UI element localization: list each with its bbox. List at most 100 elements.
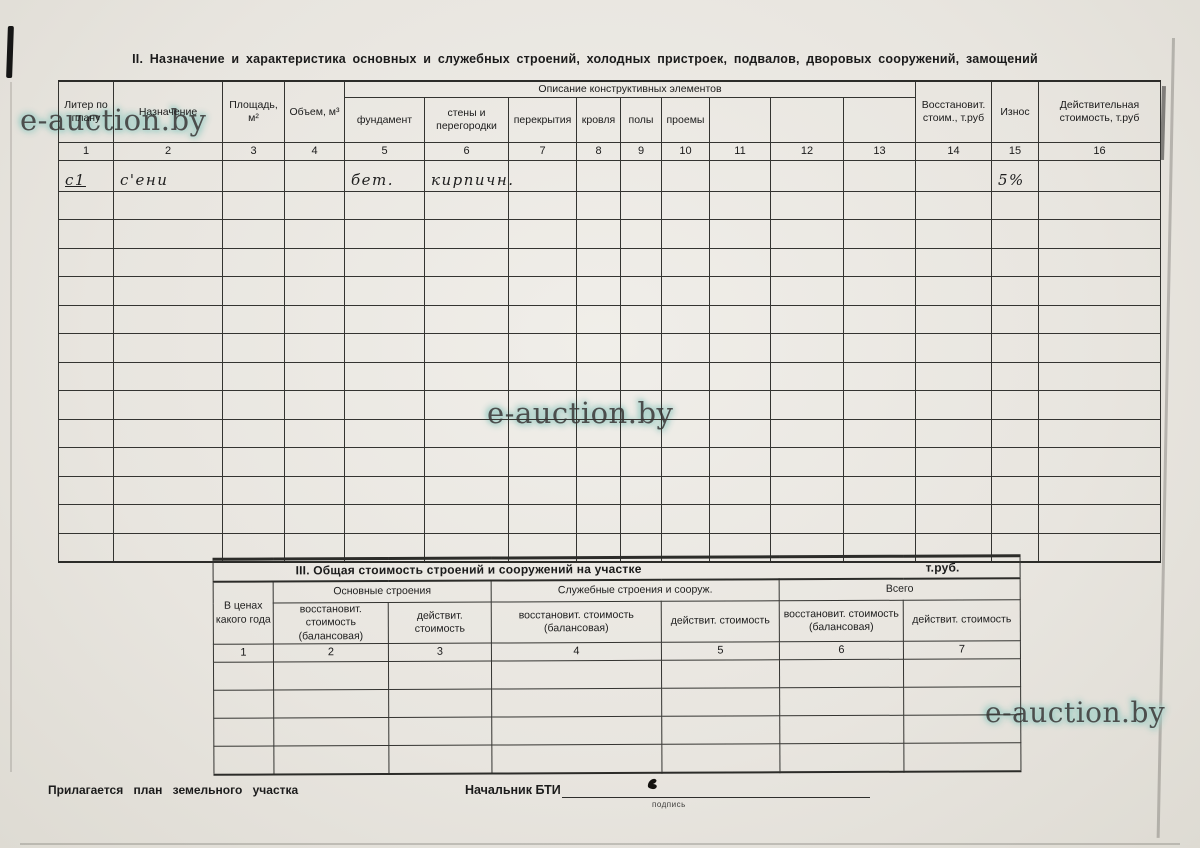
table-cell bbox=[1038, 475, 1161, 505]
table-cell bbox=[1038, 418, 1161, 448]
signature-caption: подпись bbox=[652, 800, 686, 809]
table-cell bbox=[388, 661, 492, 690]
column-header-year: В ценах какого года bbox=[213, 581, 274, 645]
column-header-iznos: Износ bbox=[991, 80, 1039, 143]
column-number: 11 bbox=[709, 142, 771, 161]
column-number: 4 bbox=[491, 642, 662, 662]
column-number: 12 bbox=[770, 142, 844, 161]
table-row bbox=[58, 447, 1161, 477]
table-cell bbox=[843, 475, 916, 505]
scan-artifact-left-line bbox=[10, 82, 12, 772]
table-cell bbox=[424, 361, 509, 391]
table-cell bbox=[770, 361, 844, 391]
column-number: 13 bbox=[843, 142, 916, 161]
table-cell bbox=[770, 418, 844, 448]
header-row-groups: Литер по плану Назначение Площадь, м² Об… bbox=[58, 80, 1161, 143]
column-number: 7 bbox=[508, 142, 577, 161]
table-cell bbox=[903, 714, 1021, 744]
table-cell bbox=[222, 333, 285, 363]
table-cell bbox=[576, 333, 621, 363]
table-cell bbox=[779, 687, 904, 716]
table-cell bbox=[770, 160, 844, 192]
table-cell bbox=[709, 447, 771, 477]
table-cell bbox=[620, 504, 662, 534]
table-cell bbox=[424, 532, 509, 563]
table-cell bbox=[915, 447, 992, 477]
table-cell bbox=[770, 447, 844, 477]
header-row-subcolumns: фундамент стены и перегородки перекрытия кр… bbox=[59, 97, 1161, 143]
column-group-osnovnye: Основные строения bbox=[273, 580, 492, 603]
table-cell bbox=[915, 504, 992, 534]
column-number: 2 bbox=[113, 142, 223, 161]
table-cell bbox=[344, 390, 425, 420]
table-cell bbox=[709, 390, 771, 420]
table-cell bbox=[770, 276, 844, 306]
table-row bbox=[213, 686, 1021, 719]
buildings-characteristics-table: Литер по плану Назначение Площадь, м² Об… bbox=[58, 80, 1161, 563]
table-cell bbox=[620, 418, 662, 448]
table-cell bbox=[424, 304, 509, 334]
table-cell bbox=[991, 361, 1039, 391]
table-cell bbox=[903, 686, 1021, 716]
table-cell bbox=[508, 390, 577, 420]
section3-unit: т.руб. bbox=[925, 560, 960, 575]
table-cell bbox=[1038, 160, 1161, 192]
column-number: 2 bbox=[273, 643, 389, 662]
table-cell bbox=[843, 190, 916, 220]
header-row-subcolumns: восстановит. стоимость (балансовая) дейст… bbox=[213, 599, 1021, 645]
column-header: восстановит. стоимость (балансовая) bbox=[779, 600, 904, 642]
table-cell bbox=[620, 160, 662, 192]
column-header: действит. стоимость bbox=[388, 602, 492, 644]
table-cell bbox=[661, 687, 780, 717]
table-cell bbox=[58, 190, 114, 220]
table-cell bbox=[991, 390, 1039, 420]
column-header-naznachenie: Назначение bbox=[113, 80, 223, 143]
column-number: 10 bbox=[661, 142, 710, 161]
table-cell bbox=[661, 504, 710, 534]
table-cell bbox=[222, 304, 285, 334]
table-cell bbox=[770, 190, 844, 220]
table-cell bbox=[770, 532, 844, 563]
table-cell bbox=[661, 743, 780, 773]
column-header-liter: Литер по плану bbox=[58, 80, 114, 143]
column-header: восстановит. стоимость (балансовая) bbox=[273, 602, 389, 644]
table-cell bbox=[113, 504, 223, 534]
table-cell bbox=[213, 661, 274, 691]
table-cell bbox=[424, 333, 509, 363]
table-cell bbox=[576, 247, 621, 277]
table-cell bbox=[58, 447, 114, 477]
column-group-sluzhebnye: Служебные строения и сооруж. bbox=[491, 579, 780, 603]
table-cell bbox=[770, 333, 844, 363]
handwritten-entry: с1 bbox=[58, 160, 114, 192]
table-cell bbox=[58, 219, 114, 249]
table-cell bbox=[843, 276, 916, 306]
table-cell bbox=[915, 247, 992, 277]
table-cell bbox=[843, 361, 916, 391]
table-cell bbox=[284, 504, 345, 534]
column-number: 16 bbox=[1038, 142, 1161, 161]
table-cell bbox=[222, 504, 285, 534]
table-cell bbox=[576, 475, 621, 505]
table-cell bbox=[58, 361, 114, 391]
table-cell bbox=[284, 361, 345, 391]
column-number: 6 bbox=[779, 641, 904, 660]
table-cell bbox=[620, 361, 662, 391]
table-row: с1 с'ени бет. кирпичн. 5% bbox=[58, 160, 1161, 192]
table-cell bbox=[222, 532, 285, 563]
table-cell bbox=[1038, 532, 1161, 563]
table-cell bbox=[576, 276, 621, 306]
column-header: стены и перегородки bbox=[424, 97, 509, 143]
table-cell bbox=[779, 743, 904, 773]
table-cell bbox=[508, 361, 577, 391]
table-cell bbox=[344, 418, 425, 448]
table-cell bbox=[508, 160, 577, 192]
table-cell bbox=[576, 361, 621, 391]
table-cell bbox=[344, 475, 425, 505]
table-cell bbox=[508, 504, 577, 534]
bti-chief-label: Начальник БТИ bbox=[465, 783, 561, 797]
table-cell bbox=[1038, 304, 1161, 334]
column-number: 4 bbox=[284, 142, 345, 161]
column-header bbox=[770, 97, 844, 143]
table-cell bbox=[709, 190, 771, 220]
table-cell bbox=[843, 247, 916, 277]
